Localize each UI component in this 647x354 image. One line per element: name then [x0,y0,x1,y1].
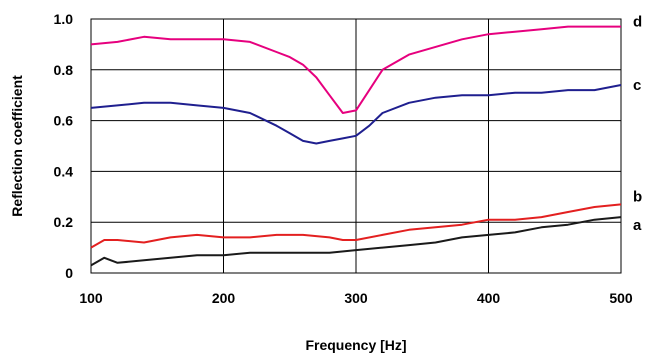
series-line-c [90,84,622,145]
y-tick-label: 0.2 [54,214,74,230]
series-line-a [90,216,622,267]
y-tick-label: 0.4 [54,163,74,179]
x-tick-label: 200 [212,290,236,306]
y-tick-label: 1.0 [54,11,74,27]
series-label-b: b [633,188,642,205]
series-labels: d c ba [633,14,642,234]
y-tick-label: 0.6 [54,113,74,129]
x-tick-label: 500 [609,290,633,306]
series-label-a: a [633,217,642,234]
series-line-b [90,203,622,249]
y-axis-title: Reflection coefficient [9,75,25,217]
y-tick-label: 0 [65,265,73,281]
series-line-d [90,25,621,114]
x-axis-title: Frequency [Hz] [305,337,406,353]
series-label-c: c [633,77,641,94]
series-lines [90,25,622,267]
grid-lines [91,19,621,273]
y-tick-label: 0.8 [54,62,74,78]
x-tick-label: 100 [79,290,103,306]
x-tick-label: 300 [344,290,368,306]
series-label-d: d [633,14,642,31]
y-tick-labels: 0 0.2 0.4 0.6 0.8 1.0 [54,11,74,281]
x-tick-label: 400 [477,290,501,306]
x-tick-labels: 100 200 300 400 500 [79,290,633,306]
